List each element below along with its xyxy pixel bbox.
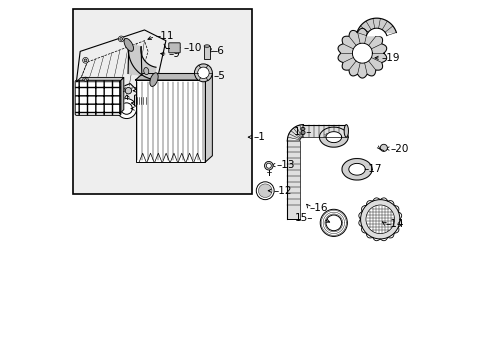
- Text: –12: –12: [272, 186, 291, 196]
- FancyBboxPatch shape: [134, 95, 148, 106]
- Ellipse shape: [124, 39, 133, 51]
- Circle shape: [380, 144, 386, 152]
- Circle shape: [260, 186, 270, 196]
- Polygon shape: [135, 73, 212, 80]
- Text: –8: –8: [77, 90, 89, 100]
- Ellipse shape: [142, 65, 150, 77]
- Polygon shape: [119, 77, 123, 114]
- Text: –20: –20: [390, 144, 408, 154]
- Polygon shape: [348, 163, 365, 175]
- Circle shape: [264, 161, 272, 170]
- Circle shape: [116, 99, 136, 118]
- Circle shape: [360, 200, 399, 239]
- Bar: [203, 46, 209, 59]
- Text: –5: –5: [213, 71, 225, 81]
- Text: –19: –19: [381, 53, 399, 63]
- Polygon shape: [128, 45, 156, 80]
- Circle shape: [118, 36, 124, 42]
- Circle shape: [82, 58, 88, 63]
- Text: –14: –14: [385, 219, 403, 229]
- Polygon shape: [319, 127, 347, 147]
- Text: –13: –13: [276, 160, 295, 170]
- Text: –9: –9: [168, 49, 180, 59]
- Polygon shape: [77, 77, 123, 82]
- Circle shape: [197, 67, 209, 78]
- Text: –7: –7: [150, 94, 162, 104]
- Text: –10: –10: [183, 43, 202, 53]
- Ellipse shape: [149, 73, 158, 86]
- Circle shape: [325, 215, 341, 231]
- Polygon shape: [366, 28, 386, 36]
- Circle shape: [258, 184, 271, 198]
- Polygon shape: [356, 18, 396, 32]
- Ellipse shape: [344, 125, 348, 137]
- FancyBboxPatch shape: [75, 80, 121, 115]
- Bar: [135, 80, 205, 162]
- Circle shape: [121, 103, 132, 114]
- Polygon shape: [325, 132, 341, 143]
- Bar: [73, 9, 251, 194]
- Bar: [303, 125, 346, 137]
- Circle shape: [125, 87, 131, 94]
- Circle shape: [256, 182, 274, 200]
- Circle shape: [84, 59, 87, 62]
- Text: –6: –6: [212, 46, 224, 56]
- Text: –1: –1: [253, 132, 264, 142]
- Circle shape: [82, 77, 88, 83]
- Polygon shape: [205, 73, 212, 162]
- Text: –17: –17: [363, 164, 381, 174]
- Text: 15–: 15–: [294, 213, 312, 223]
- Ellipse shape: [203, 45, 209, 47]
- Circle shape: [194, 64, 212, 82]
- Polygon shape: [337, 28, 386, 78]
- Polygon shape: [128, 45, 142, 75]
- Text: –2: –2: [136, 99, 148, 109]
- Bar: [287, 141, 299, 219]
- Text: –3: –3: [138, 86, 150, 96]
- FancyBboxPatch shape: [168, 43, 180, 53]
- Text: –11: –11: [156, 31, 174, 41]
- Circle shape: [320, 209, 346, 237]
- Text: –4: –4: [136, 104, 148, 113]
- Polygon shape: [352, 43, 372, 63]
- Circle shape: [365, 205, 394, 234]
- Polygon shape: [341, 158, 371, 180]
- Circle shape: [84, 78, 87, 81]
- Circle shape: [266, 163, 271, 168]
- Ellipse shape: [143, 68, 148, 75]
- Text: 18–: 18–: [293, 127, 312, 138]
- Circle shape: [120, 37, 122, 40]
- Text: –16: –16: [309, 203, 327, 212]
